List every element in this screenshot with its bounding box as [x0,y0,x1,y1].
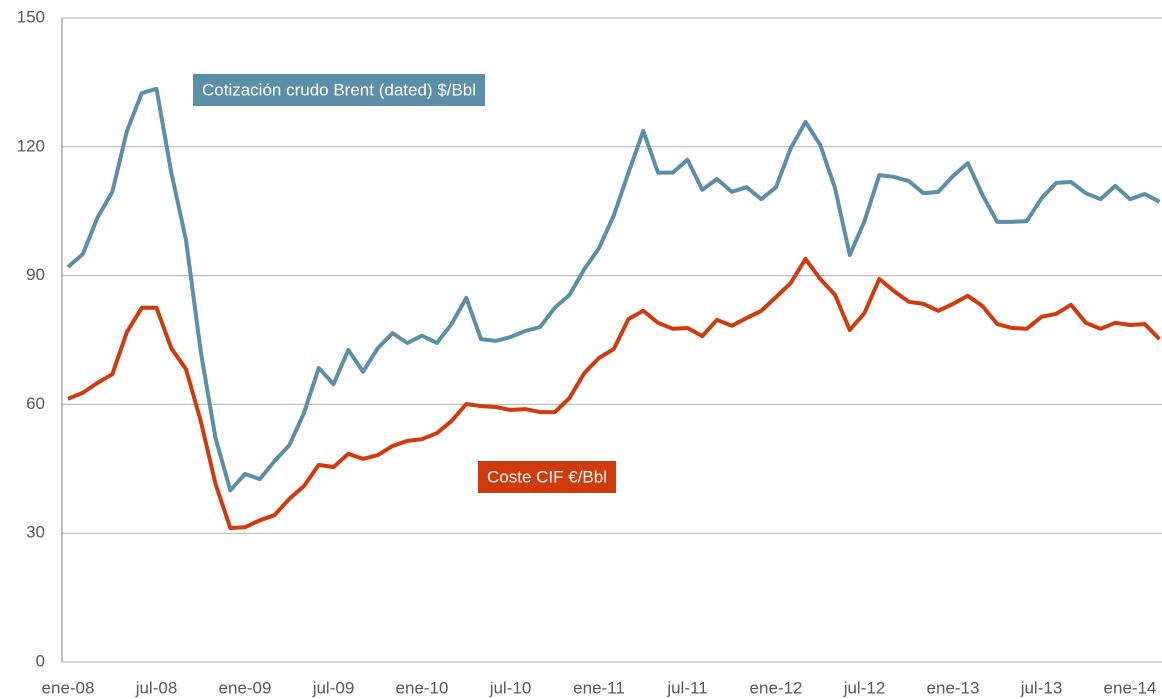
x-tick-label: ene-08 [42,678,95,697]
y-tick-label: 150 [17,7,45,26]
x-tick-label: ene-12 [750,678,803,697]
x-tick-label: jul-10 [489,678,532,697]
x-tick-label: jul-11 [666,678,707,697]
series-line [67,256,1161,530]
x-tick-label: jul-08 [135,678,178,697]
legend-bg [478,461,616,493]
x-tick-label: jul-13 [1020,678,1063,697]
x-tick-label: ene-13 [927,678,980,697]
x-tick-label: ene-11 [573,678,625,697]
x-tick-label: jul-09 [312,678,355,697]
x-tick-label: ene-14 [1104,678,1157,697]
y-tick-label: 90 [26,265,45,284]
legend-label: Cotización crudo Brent (dated) $/Bbl [202,80,476,99]
y-tick-label: 0 [36,651,45,670]
legend-box: Cotización crudo Brent (dated) $/Bbl [193,74,486,106]
y-tick-label: 120 [17,136,45,155]
legend-bg [193,74,486,106]
y-tick-label: 30 [26,523,45,542]
x-tick-label: ene-09 [219,678,272,697]
x-tick-label: jul-12 [843,678,886,697]
y-tick-label: 60 [26,394,45,413]
x-tick-label: ene-10 [396,678,449,697]
legend-box: Coste CIF €/Bbl [478,461,616,493]
series-line [66,86,1161,493]
legend-label: Coste CIF €/Bbl [487,467,607,486]
